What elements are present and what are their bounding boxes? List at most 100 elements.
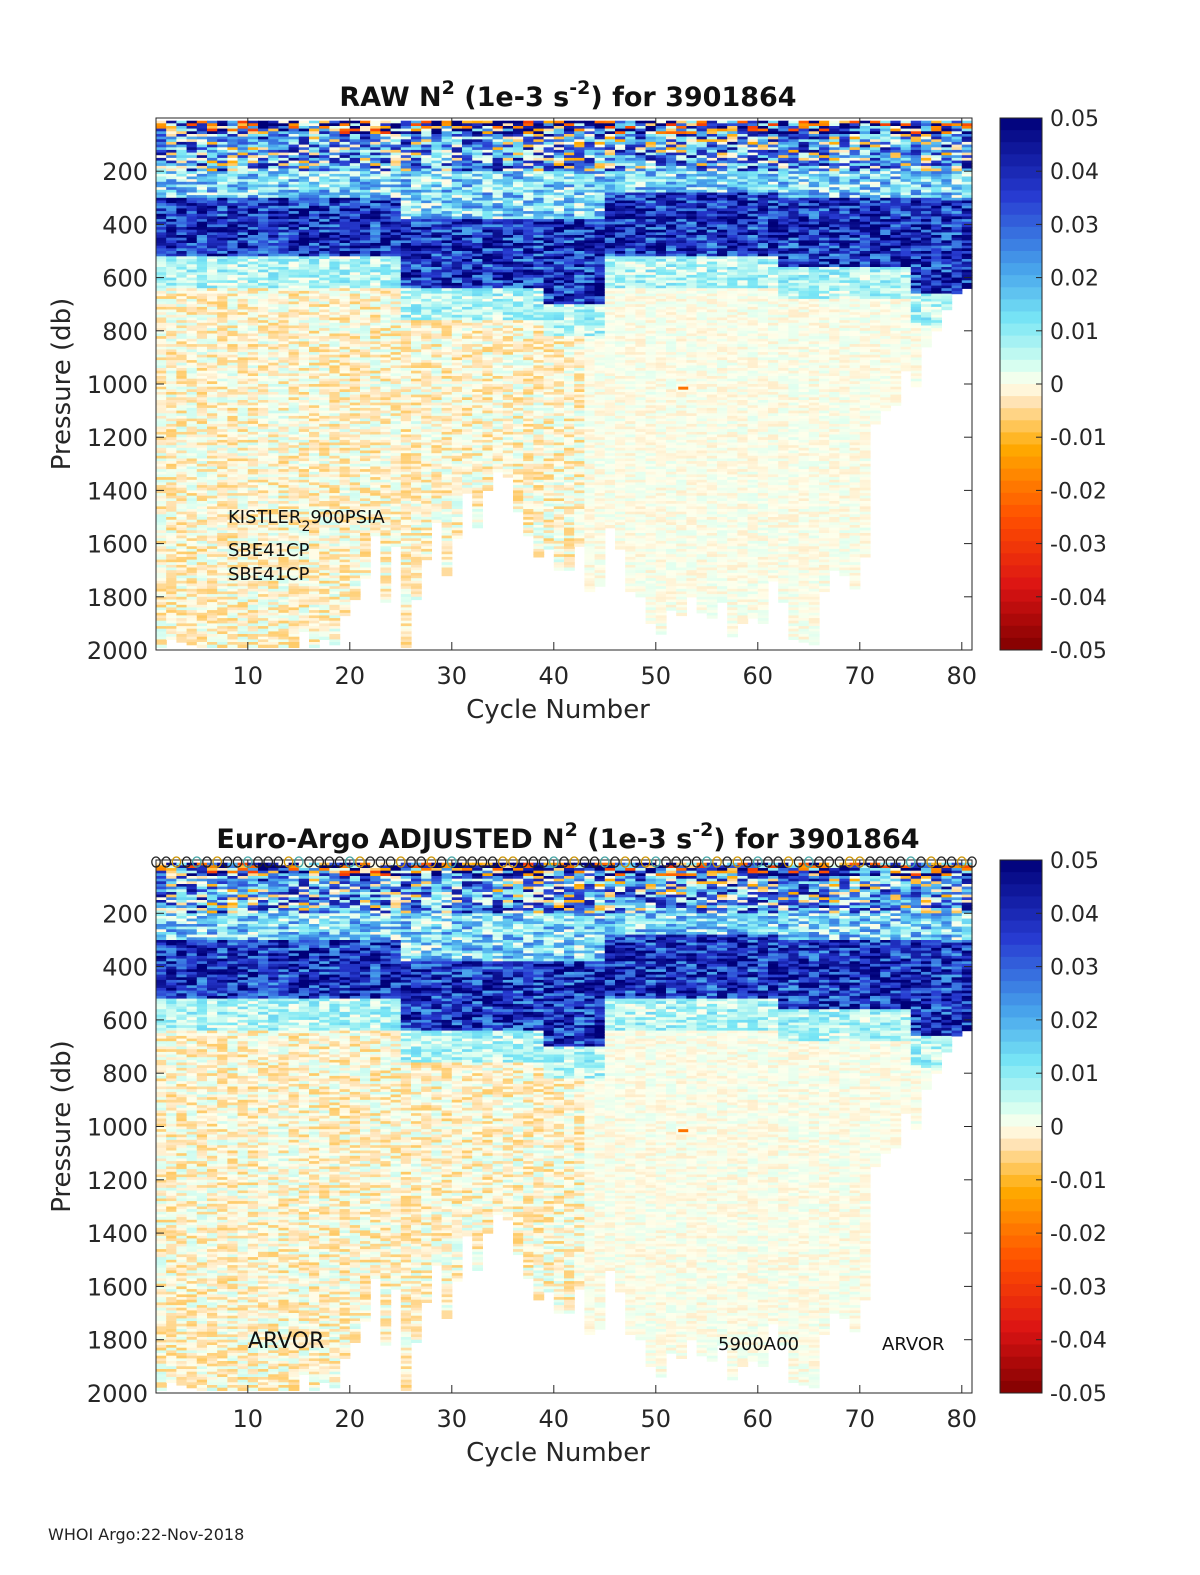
heatmap-cell [309,474,320,478]
heatmap-cell [207,216,218,220]
heatmap-cell [196,525,208,529]
heatmap-cell [309,546,320,550]
heatmap-cell [196,642,208,646]
heatmap-cell [268,485,279,489]
heatmap-cell [156,203,167,207]
heatmap-cell [176,602,188,606]
heatmap-cell [217,434,228,438]
heatmap-cell [237,434,249,438]
heatmap-cell [309,149,320,154]
heatmap-cell [288,538,300,542]
heatmap-cell [247,267,259,271]
heatmap-cell [268,293,279,297]
heatmap-cell [227,567,239,571]
heatmap-cell [176,179,188,183]
heatmap-cell [237,394,249,398]
heatmap-cell [237,485,249,489]
heatmap-cell [237,304,249,308]
heatmap-cell [156,554,167,558]
heatmap-cell [166,567,177,571]
heatmap-cell [156,570,167,574]
heatmap-cell [247,415,259,420]
heatmap-cell [278,203,290,207]
heatmap-cell [176,197,188,202]
heatmap-cell [227,362,239,366]
heatmap-cell [227,570,239,574]
heatmap-cell [176,314,188,319]
heatmap-cell [217,293,228,297]
heatmap-cell [258,165,269,170]
heatmap-cell [176,479,188,484]
heatmap-cell [156,208,167,212]
heatmap-cell [186,328,198,332]
heatmap-cell [247,259,259,263]
heatmap-cell [227,322,239,327]
heatmap-cell [176,309,188,313]
heatmap-cell [288,349,300,353]
heatmap-cell [166,397,177,401]
heatmap-cell [278,463,290,468]
heatmap-cell [156,591,167,595]
heatmap-cell [156,187,167,191]
heatmap-cell [237,274,249,279]
heatmap-cell [227,320,239,324]
heatmap-cell [309,562,320,566]
heatmap-cell [309,320,320,324]
heatmap-cell [166,301,177,305]
heatmap-cell [258,173,269,178]
heatmap-cell [319,149,330,154]
heatmap-cell [217,602,228,606]
heatmap-cell [247,522,259,526]
heatmap-cell [196,602,208,606]
heatmap-cell [156,583,167,587]
heatmap-cell [217,144,228,148]
heatmap-cell [309,623,320,627]
heatmap-cell [227,634,239,638]
heatmap-cell [288,463,300,468]
heatmap-cell [237,384,249,388]
heatmap-cell [166,237,177,241]
heatmap-cell [319,301,330,305]
heatmap-cell [227,373,239,377]
heatmap-cell [288,352,300,356]
heatmap-cell [196,336,208,340]
heatmap-cell [156,216,167,220]
heatmap-cell [217,235,228,239]
heatmap-cell [227,152,239,156]
heatmap-cell [217,389,228,393]
heatmap-cell [207,251,218,255]
heatmap-cell [166,277,177,281]
heatmap-cell [319,152,330,156]
heatmap-cell [186,304,198,308]
heatmap-cell [227,282,239,287]
heatmap-cell [207,288,218,292]
heatmap-cell [268,506,279,510]
heatmap-cell [298,455,310,460]
heatmap-cell [298,126,310,130]
heatmap-cell [309,192,320,196]
heatmap-cell [298,123,310,127]
heatmap-cell [247,184,259,188]
heatmap-cell [247,187,259,191]
heatmap-cell [258,362,269,366]
heatmap-cell [227,157,239,162]
heatmap-cell [309,402,320,406]
heatmap-cell [319,317,330,321]
heatmap-cell [156,604,167,609]
heatmap-cell [237,450,249,454]
heatmap-cell [227,405,239,409]
heatmap-cell [156,602,167,606]
heatmap-cell [166,176,177,180]
heatmap-cell [176,152,188,156]
heatmap-cell [186,423,198,428]
heatmap-cell [166,131,177,135]
heatmap-cell [309,333,320,337]
heatmap-cell [196,280,208,284]
heatmap-cell [207,224,218,228]
heatmap-cell [268,333,279,337]
heatmap-cell [186,618,198,622]
heatmap-cell [258,485,269,489]
heatmap-cell [196,607,208,611]
heatmap-cell [298,445,310,449]
heatmap-cell [176,445,188,449]
